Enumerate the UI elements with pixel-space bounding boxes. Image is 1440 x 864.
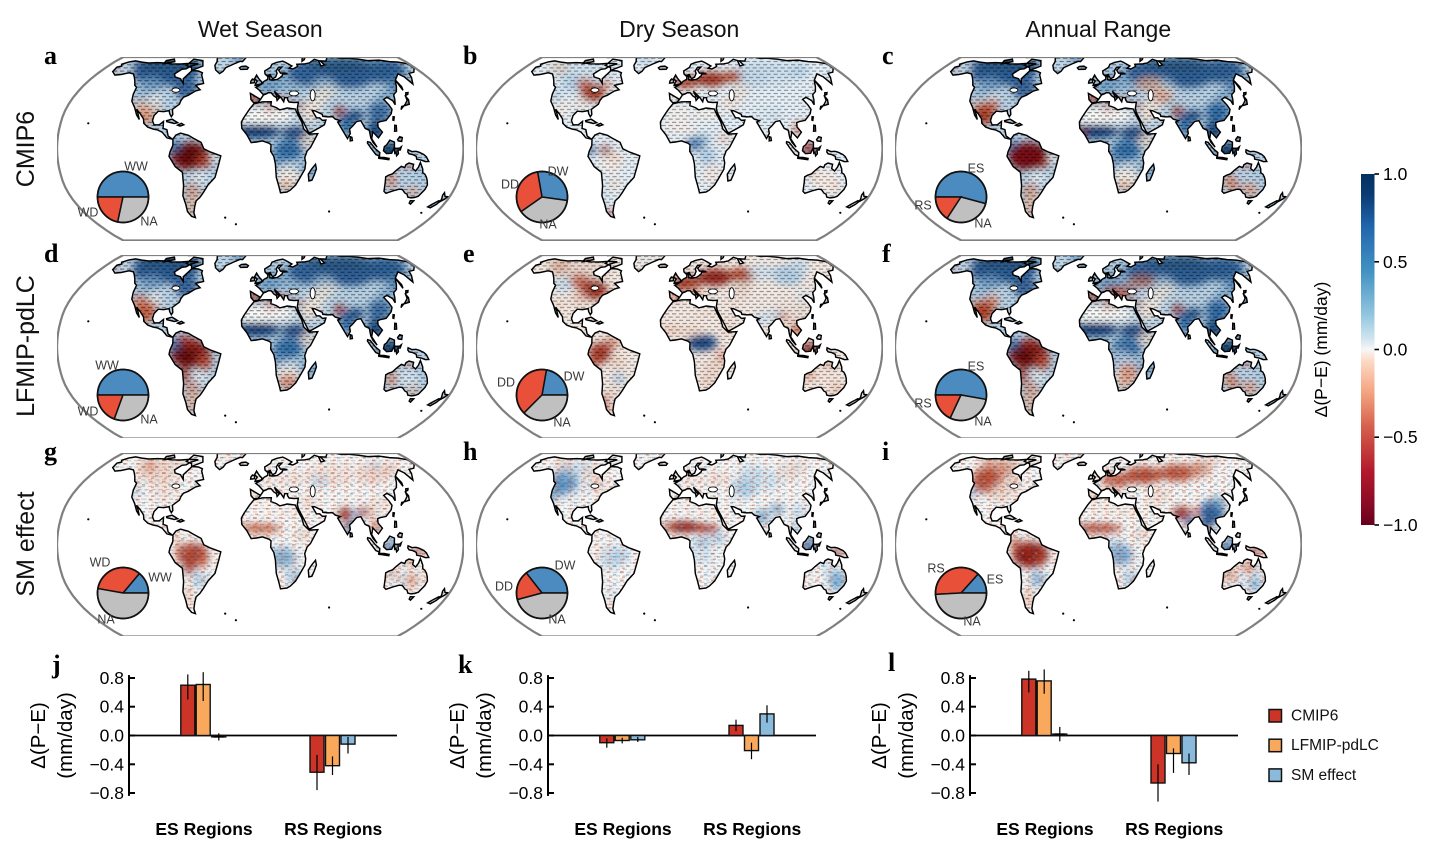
svg-text:RS Regions: RS Regions (1125, 819, 1223, 839)
svg-text:Δ(P−E): Δ(P−E) (870, 702, 891, 769)
svg-text:RS Regions: RS Regions (703, 819, 801, 839)
svg-text:WW: WW (148, 570, 172, 584)
svg-text:ES: ES (968, 359, 985, 373)
svg-text:RS Regions: RS Regions (284, 819, 382, 839)
svg-text:−0.4: −0.4 (508, 754, 543, 774)
svg-text:0.0: 0.0 (99, 726, 124, 746)
svg-text:WD: WD (90, 555, 111, 569)
svg-text:0.8: 0.8 (941, 668, 965, 688)
svg-text:0.4: 0.4 (99, 697, 124, 717)
svg-text:0.5: 0.5 (1383, 252, 1407, 272)
svg-text:DD: DD (501, 178, 519, 192)
svg-text:NA: NA (553, 415, 571, 429)
svg-text:RS: RS (914, 199, 931, 213)
svg-text:NA: NA (539, 218, 557, 232)
svg-text:ES: ES (987, 572, 1004, 586)
svg-text:DW: DW (564, 369, 585, 383)
svg-text:(mm/day): (mm/day) (473, 692, 496, 779)
svg-text:DD: DD (497, 375, 515, 389)
svg-text:LFMIP-pdLC: LFMIP-pdLC (1291, 737, 1379, 754)
svg-text:ES: ES (968, 162, 985, 176)
svg-text:−0.5: −0.5 (1383, 427, 1418, 447)
svg-text:DD: DD (495, 579, 513, 593)
svg-text:WD: WD (78, 206, 99, 220)
svg-text:0.8: 0.8 (518, 668, 542, 688)
svg-text:ES Regions: ES Regions (155, 819, 253, 839)
svg-text:−1.0: −1.0 (1383, 515, 1418, 535)
svg-text:0.0: 0.0 (941, 726, 966, 746)
svg-text:0.0: 0.0 (1383, 340, 1408, 360)
svg-text:(mm/day): (mm/day) (54, 692, 77, 779)
svg-text:NA: NA (974, 217, 992, 231)
svg-text:0.8: 0.8 (99, 668, 123, 688)
svg-text:NA: NA (140, 412, 158, 426)
svg-text:RS: RS (927, 561, 944, 575)
svg-text:WD: WD (78, 404, 99, 418)
svg-text:RS: RS (914, 396, 931, 410)
svg-text:0.4: 0.4 (518, 697, 543, 717)
svg-text:WW: WW (95, 358, 119, 372)
svg-text:Δ(P−E) (mm/day): Δ(P−E) (mm/day) (1311, 282, 1331, 418)
svg-text:NA: NA (974, 414, 992, 428)
svg-text:CMIP6: CMIP6 (1291, 708, 1338, 725)
svg-text:Δ(P−E): Δ(P−E) (29, 702, 50, 769)
svg-text:0.4: 0.4 (941, 697, 966, 717)
svg-text:−0.4: −0.4 (89, 754, 124, 774)
svg-text:−0.8: −0.8 (508, 783, 543, 803)
svg-text:NA: NA (548, 612, 566, 626)
svg-text:SM effect: SM effect (1291, 767, 1357, 784)
svg-text:DW: DW (548, 165, 569, 179)
svg-text:−0.8: −0.8 (930, 783, 965, 803)
svg-text:NA: NA (97, 612, 115, 626)
svg-text:Δ(P−E): Δ(P−E) (448, 702, 469, 769)
svg-text:NA: NA (140, 215, 158, 229)
svg-text:ES Regions: ES Regions (574, 819, 672, 839)
svg-text:ES Regions: ES Regions (996, 819, 1094, 839)
svg-text:−0.4: −0.4 (930, 754, 965, 774)
svg-text:WW: WW (124, 160, 148, 174)
svg-text:DW: DW (555, 558, 576, 572)
svg-text:NA: NA (963, 614, 981, 628)
svg-text:1.0: 1.0 (1383, 164, 1408, 184)
svg-text:(mm/day): (mm/day) (895, 692, 918, 779)
svg-text:−0.8: −0.8 (89, 783, 124, 803)
svg-text:0.0: 0.0 (518, 726, 543, 746)
